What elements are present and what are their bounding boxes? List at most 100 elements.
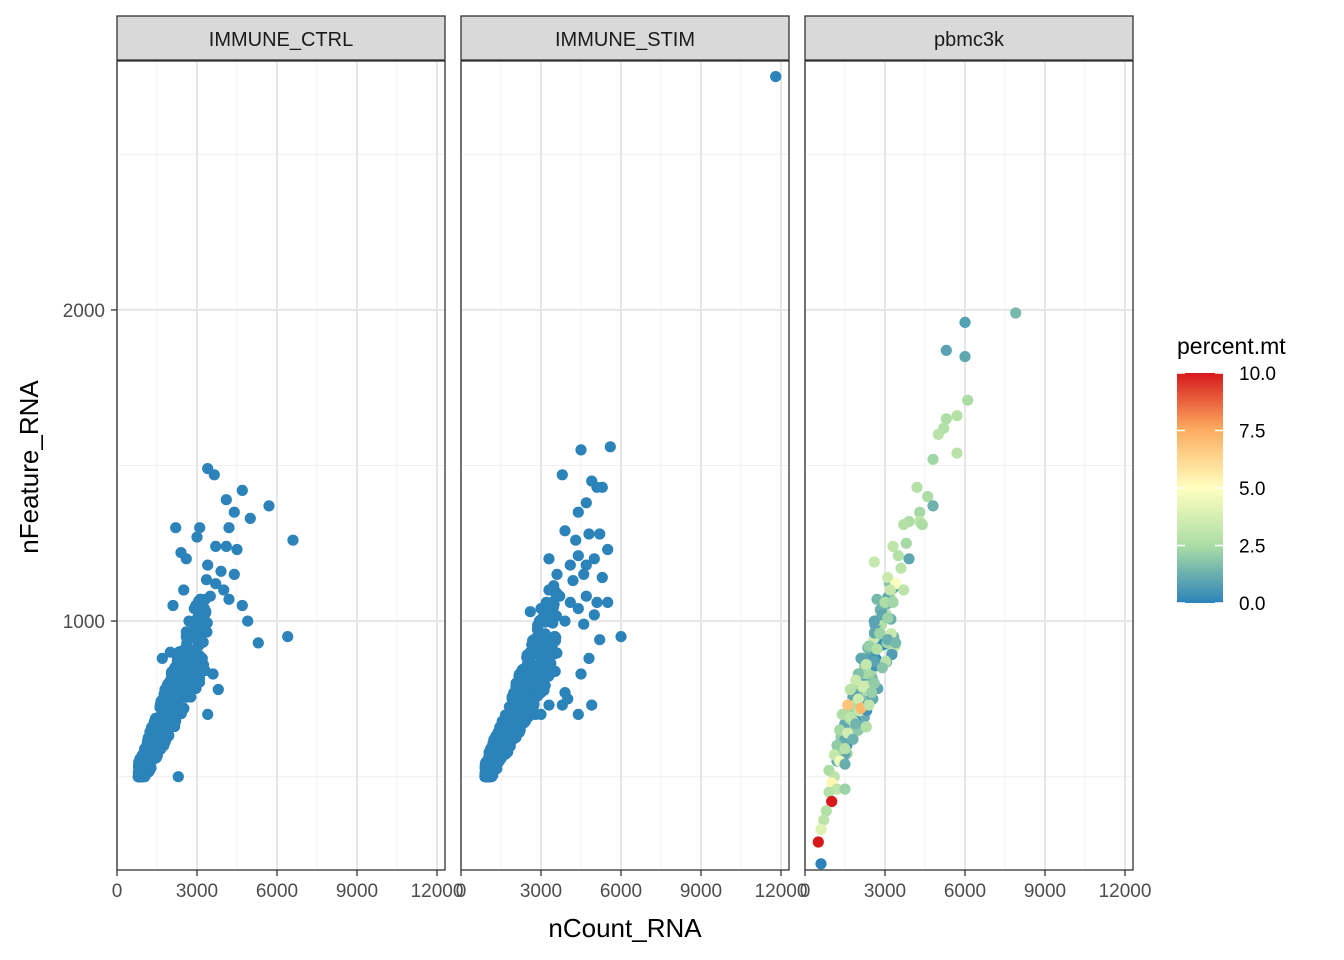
x-axis-title: nCount_RNA [548,913,702,943]
data-point [287,534,299,546]
data-point [842,699,854,711]
data-point [488,734,500,746]
data-points [132,463,299,783]
data-point [580,559,592,571]
data-point [513,703,526,715]
data-point [252,637,264,649]
data-point [236,484,248,496]
data-point [188,680,200,693]
data-point [506,691,518,703]
data-point [962,394,974,406]
data-point [911,481,923,493]
data-point [839,743,851,755]
data-point [532,619,544,631]
data-point [860,659,872,671]
data-point [914,506,926,518]
data-point [210,540,222,553]
legend-tick-label: 10.0 [1239,364,1276,385]
data-point [847,733,859,745]
data-point [903,553,915,565]
data-point [167,599,179,612]
data-point [515,670,527,682]
data-point [572,708,584,721]
data-point [564,559,576,571]
data-point [602,543,614,556]
data-point [204,590,216,602]
data-point [220,540,232,553]
y-axis: 1000 2000 [63,301,117,633]
legend-tick-label: 0.0 [1239,594,1265,615]
data-point [194,522,206,534]
x-tick-label: 6000 [256,881,298,902]
data-point [858,680,870,693]
data-point [497,720,509,732]
x-tick-label: 0 [112,881,123,902]
data-point [770,71,782,83]
data-point [180,669,192,681]
data-point [242,615,254,627]
x-tick-label: 12000 [755,881,808,902]
data-point [207,668,219,680]
data-point [210,578,222,590]
data-point [551,568,563,581]
data-point [583,652,595,665]
data-point [155,743,167,755]
data-point [580,497,592,509]
data-point [489,757,501,769]
data-point [535,603,547,615]
x-tick-label: 9000 [336,881,378,902]
data-point [543,699,555,711]
data-point [850,674,862,686]
data-point [556,469,568,481]
data-point [499,709,511,721]
data-point [866,687,878,699]
data-point [591,596,603,609]
data-point [876,662,888,674]
facet-strip-label: IMMUNE_CTRL [209,29,353,51]
data-point [158,710,170,722]
data-point [583,528,595,540]
data-point [868,677,880,689]
data-point [180,631,192,643]
panel-immune-ctrl: IMMUNE_CTRL 0 3000 6000 9000 12000 [112,15,464,902]
data-point [483,746,495,758]
data-point [215,565,227,577]
panel-border [460,60,790,871]
x-tick-label: 9000 [1024,881,1066,902]
x-tick-label: 3000 [176,881,218,902]
facet-strip-label: IMMUNE_STIM [555,29,695,51]
x-tick-label: 12000 [411,881,464,902]
data-point [218,584,230,596]
facet-strip [460,15,790,61]
data-point [532,690,544,702]
data-point [516,714,528,726]
data-points [479,71,782,783]
data-point [506,717,519,729]
data-point [564,596,576,609]
data-point [586,699,598,711]
data-point [887,596,899,609]
x-tick-label: 9000 [680,881,722,902]
data-point [263,500,275,512]
percent-mt-color-legend: percent.mt 0.0 2.5 5.0 7.5 10.0 [1177,333,1286,615]
data-point [559,615,571,627]
data-point [898,584,910,596]
data-point [543,584,555,596]
data-point [594,528,606,540]
data-point [596,571,608,584]
data-point [164,646,176,658]
data-point [578,618,590,630]
data-point [959,351,971,363]
data-point [188,603,200,615]
data-point [879,596,891,609]
data-point [212,683,224,696]
panel-immune-stim: IMMUNE_STIM 0 3000 6000 9000 12000 [456,15,808,902]
data-point [895,562,907,574]
y-tick-label: 1000 [63,612,105,633]
data-point [850,718,862,730]
data-point [559,525,571,537]
data-point [180,553,192,565]
data-point [852,693,864,705]
data-point [575,444,587,456]
data-point [196,652,208,665]
